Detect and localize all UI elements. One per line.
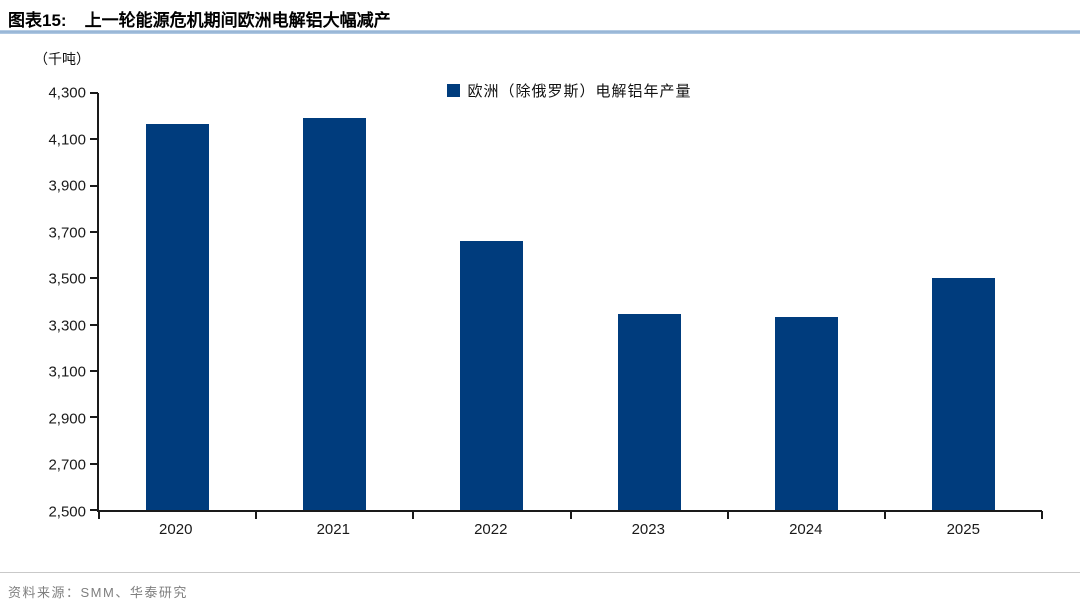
y-axis-tick-label: 3,900 [48, 177, 86, 195]
x-axis-labels: 2020 2021 2022 2023 2024 2025 [97, 521, 1042, 543]
y-axis-tick [90, 462, 98, 465]
footer-rule [0, 572, 1080, 573]
y-axis-tick-label: 3,500 [48, 270, 86, 288]
x-axis-tick [255, 511, 258, 519]
y-axis-tick-label: 4,100 [48, 131, 86, 149]
legend-label: 欧洲（除俄罗斯）电解铝年产量 [467, 83, 692, 100]
x-axis-tick [1041, 511, 1043, 519]
legend-swatch-icon [447, 84, 461, 97]
bar-2021 [303, 118, 367, 510]
title-underline-rule [0, 30, 1080, 34]
y-axis-tick [90, 509, 98, 511]
x-axis-tick-label: 2020 [159, 521, 193, 538]
y-axis-labels: 2,500 2,700 2,900 3,100 3,300 3,500 3,700 3,900… [0, 85, 86, 521]
y-axis-tick [90, 323, 98, 326]
bar-2020 [146, 124, 210, 510]
chart-legend: 欧洲（除俄罗斯）电解铝年产量 [97, 80, 1042, 101]
plot-area [90, 92, 1043, 519]
x-axis-tick [883, 511, 886, 519]
x-axis-tick [98, 511, 100, 519]
x-axis-tick [569, 511, 572, 519]
y-axis-tick-label: 2,900 [48, 410, 86, 428]
bar-2025 [931, 278, 995, 510]
chart-title: 上一轮能源危机期间欧洲电解铝大幅减产 [84, 11, 391, 30]
x-axis-tick [726, 511, 729, 519]
y-axis-tick-label: 4,300 [48, 84, 86, 102]
y-axis-tick-label: 2,700 [48, 456, 86, 474]
source-note: 资料来源：SMM、华泰研究 [8, 585, 188, 600]
x-axis-tick-label: 2025 [946, 521, 980, 538]
x-axis-tick-label: 2023 [631, 521, 665, 538]
y-axis-tick-label: 3,300 [48, 317, 86, 335]
x-axis-tick-label: 2024 [789, 521, 823, 538]
x-axis-tick [412, 511, 415, 519]
y-axis-tick-label: 2,500 [48, 503, 86, 521]
bar-2022 [460, 241, 524, 510]
bar-2023 [617, 314, 681, 510]
x-axis-tick-label: 2022 [474, 521, 508, 538]
bar-2024 [774, 316, 838, 510]
x-axis-tick-label: 2021 [316, 521, 350, 538]
y-axis-tick [90, 416, 98, 419]
figure-label: 图表15: [8, 11, 67, 30]
y-axis-tick-label: 3,700 [48, 224, 86, 242]
y-axis-tick [90, 92, 98, 94]
y-axis-tick [90, 138, 98, 141]
y-axis-tick [90, 230, 98, 233]
y-axis-unit-label: （千吨） [34, 51, 90, 67]
y-axis-tick [90, 184, 98, 187]
y-axis-tick-label: 3,100 [48, 363, 86, 381]
y-axis-tick [90, 369, 98, 372]
chart-header: 图表15: 上一轮能源危机期间欧洲电解铝大幅减产 [8, 6, 1072, 31]
y-axis-tick [90, 277, 98, 280]
